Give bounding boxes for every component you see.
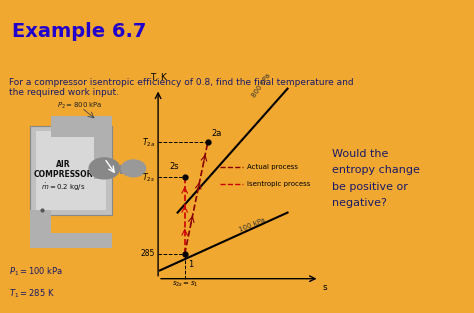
Circle shape — [121, 160, 146, 177]
Text: $P_1 = 100$ kPa: $P_1 = 100$ kPa — [9, 265, 64, 278]
Text: Isentropic process: Isentropic process — [247, 181, 310, 187]
Bar — [36, 131, 106, 210]
Text: 100 kPa: 100 kPa — [238, 217, 266, 233]
Text: s: s — [323, 283, 328, 292]
Text: 2a: 2a — [211, 129, 222, 138]
Text: AIR: AIR — [56, 160, 71, 169]
Text: $T_{2a}$: $T_{2a}$ — [142, 136, 155, 149]
Text: Would the
entropy change
be positive or
negative?: Would the entropy change be positive or … — [332, 149, 419, 208]
Text: 285: 285 — [140, 249, 155, 259]
Text: T, K: T, K — [150, 74, 166, 82]
Bar — [51, 116, 100, 137]
Bar — [120, 165, 135, 174]
Text: 800 kPa: 800 kPa — [250, 73, 272, 99]
Text: $T_1 = 285$ K: $T_1 = 285$ K — [9, 287, 55, 300]
Bar — [94, 116, 112, 179]
Text: $s_{2s} = s_1$: $s_{2s} = s_1$ — [172, 280, 198, 289]
Bar — [29, 210, 51, 248]
Bar — [29, 126, 112, 214]
Text: COMPRESSOR: COMPRESSOR — [33, 170, 93, 179]
Text: 1: 1 — [188, 260, 193, 269]
Bar — [29, 233, 112, 248]
Circle shape — [89, 158, 120, 179]
Text: Actual process: Actual process — [247, 164, 298, 170]
Text: $\dot{m} = 0.2$ kg/s: $\dot{m} = 0.2$ kg/s — [41, 181, 85, 193]
Text: Example 6.7: Example 6.7 — [12, 22, 146, 41]
Text: $T_{2s}$: $T_{2s}$ — [142, 171, 155, 184]
Text: $P_2 = 800$ kPa: $P_2 = 800$ kPa — [57, 100, 103, 110]
Text: For a compressor isentropic efficiency of 0.8, find the final temperature and
th: For a compressor isentropic efficiency o… — [9, 78, 354, 97]
Text: 2s: 2s — [170, 162, 179, 171]
